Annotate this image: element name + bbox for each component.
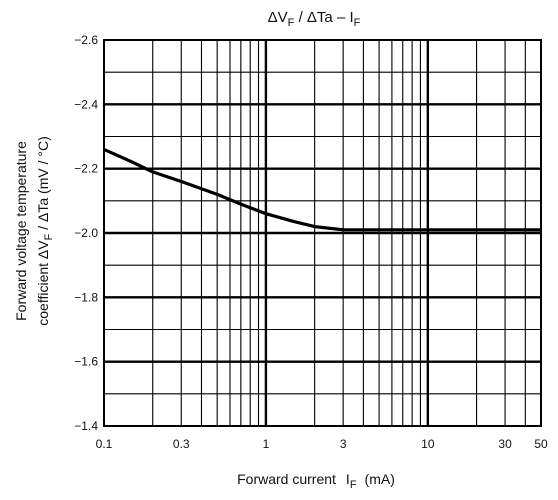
y-axis-title-line1: Forward voltage temperature bbox=[13, 141, 29, 321]
x-axis-title: Forward current IF (mA) bbox=[237, 471, 395, 491]
grid bbox=[103, 40, 542, 426]
plot-border bbox=[103, 39, 542, 427]
y-tick-label: −1.4 bbox=[74, 419, 98, 433]
series-layer bbox=[103, 147, 541, 232]
chart-title: ΔVF / ΔTa – IF bbox=[268, 9, 361, 29]
y-tick-label: −2.0 bbox=[74, 226, 98, 240]
tick-labels: 0.1 0.3 1 3 10 30 50 −2.6 −2.4 −2.2 −2.0 −1.8 −1.6 −1… bbox=[74, 33, 548, 451]
series-line bbox=[103, 147, 541, 232]
y-tick-label: −2.2 bbox=[74, 162, 98, 176]
x-tick-label: 30 bbox=[498, 437, 512, 451]
y-tick-label: −1.6 bbox=[74, 355, 98, 369]
y-axis-title-line2: coefficient ΔVF / ΔTa (mV / °C) bbox=[35, 136, 55, 326]
x-tick-label: 50 bbox=[534, 437, 548, 451]
x-tick-label: 1 bbox=[263, 437, 270, 451]
y-tick-label: −1.8 bbox=[74, 290, 98, 304]
x-tick-label: 10 bbox=[421, 437, 435, 451]
x-tick-label: 3 bbox=[340, 437, 347, 451]
plot-frame bbox=[103, 39, 542, 427]
y-tick-label: −2.6 bbox=[74, 33, 98, 47]
x-tick-label: 0.3 bbox=[173, 437, 190, 451]
x-tick-label: 0.1 bbox=[96, 437, 113, 451]
y-tick-label: −2.4 bbox=[74, 97, 98, 111]
